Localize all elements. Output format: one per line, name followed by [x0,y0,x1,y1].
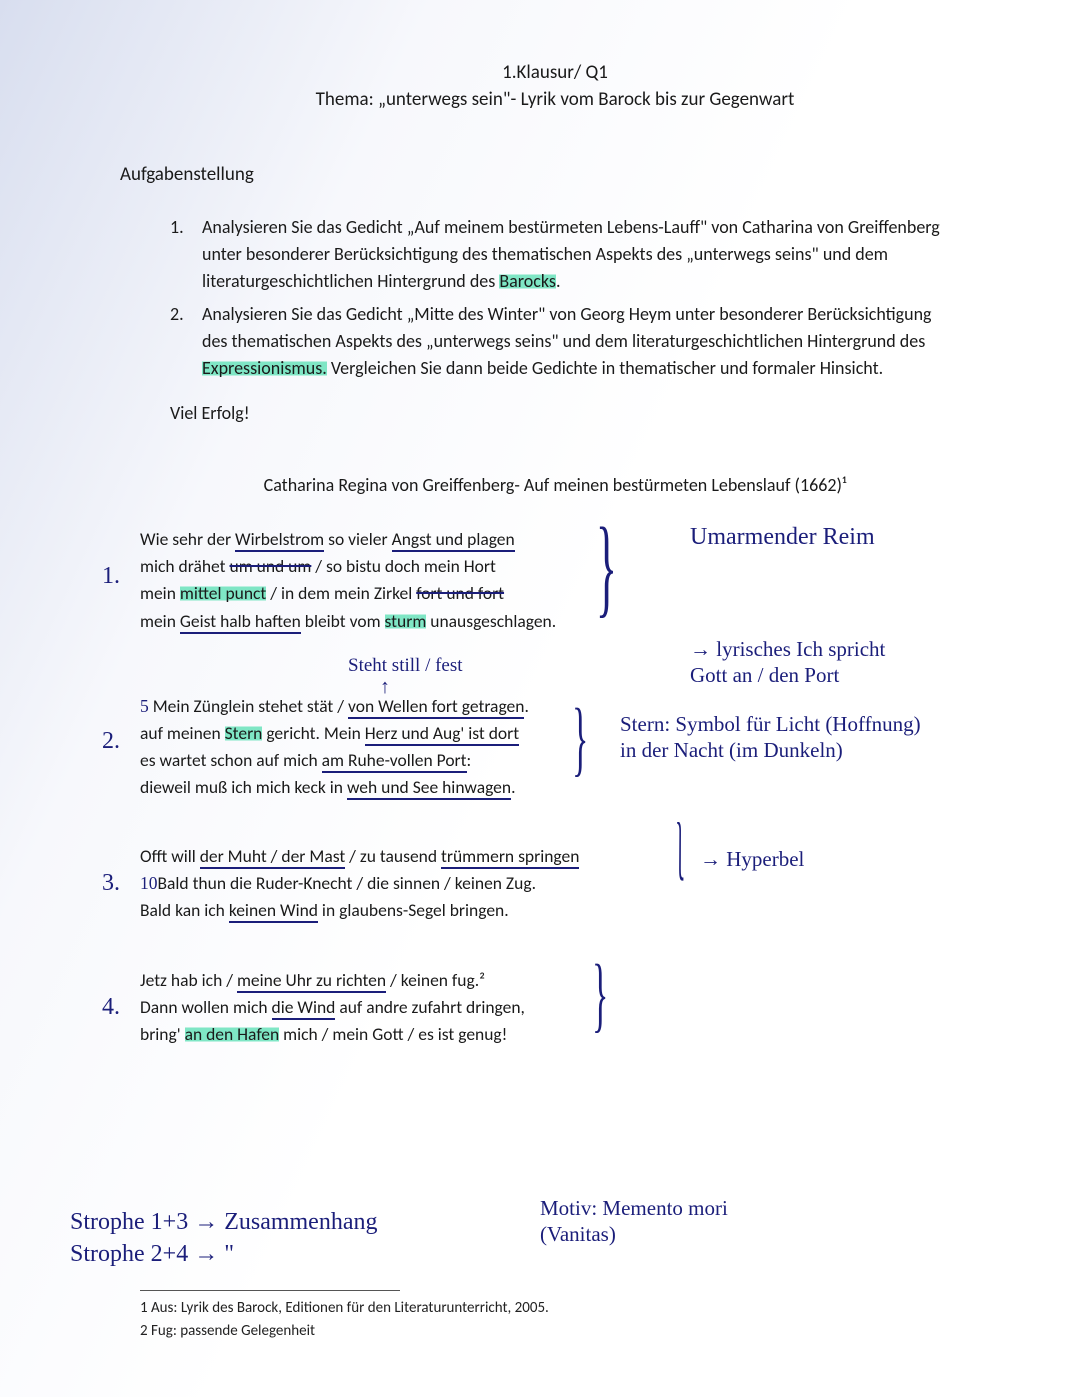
s1-l4: mein Geist halb haften bleibt vom sturm … [140,608,660,635]
task-1-text: Analysieren Sie das Gedicht „Auf meinem … [202,214,950,295]
stanza-2: 2. 5 Mein Zünglein stehet stät / von Wel… [140,693,660,802]
footnote-2: 2 Fug: passende Gelegenheit [140,1320,960,1343]
arrow-up-icon: ↑ [380,676,390,699]
note-stern-symbol: Stern: Symbol für Licht (Hoffnung) in de… [620,711,921,764]
highlight-barocks: Barocks [499,270,556,292]
task-2-text: Analysieren Sie das Gedicht „Mitte des W… [202,301,950,382]
s2-l1: 5 Mein Zünglein stehet stät / von Wellen… [140,693,660,720]
note-strophe-1-3: Strophe 1+3 → Zusammenhang [70,1207,378,1237]
tasks-heading: Aufgabenstellung [120,163,990,186]
highlight-expressionismus: Expressionismus. [202,357,327,379]
header-line-1: 1.Klausur/ Q1 [120,60,990,87]
s3-l3: Bald kan ich keinen Wind in glaubens-Seg… [140,897,660,924]
s4-l1: Jetz hab ich / meine Uhr zu richten / ke… [140,967,660,994]
s2-l3: es wartet schon auf mich am Ruhe-vollen … [140,747,660,774]
stanza-3: 3. Offt will der Muht / der Mast / zu ta… [140,843,660,924]
bracket-s3: ⎱ [668,831,692,879]
s4-l2: Dann wollen mich die Wind auf andre zufa… [140,994,660,1021]
s3-l2: 10Bald thun die Ruder-Knecht / die sinne… [140,870,660,897]
note-hyperbel: → Hyperbel [700,846,804,872]
poem-area: 1. Wie sehr der Wirbelstrom so vieler An… [120,526,990,1048]
exam-header: 1.Klausur/ Q1 Thema: „unterwegs sein"- L… [120,60,990,113]
task-2-num: 2. [170,301,190,382]
note-motiv-memento: Motiv: Memento mori (Vanitas) [540,1195,728,1248]
s3-l1: Offt will der Muht / der Mast / zu tause… [140,843,660,870]
s1-l3: mein mittel punct / in dem mein Zirkel f… [140,580,660,607]
s2-l2: auf meinen Stern gericht. Mein Herz und … [140,720,660,747]
stanza-1-label: 1. [102,558,120,595]
stanza-3-label: 3. [102,865,120,902]
note-steht-still: Steht still / fest [348,654,463,678]
stanza-2-label: 2. [102,723,120,760]
s1-l1: Wie sehr der Wirbelstrom so vieler Angst… [140,526,660,553]
stanza-4-label: 4. [102,989,120,1026]
task-1: 1. Analysieren Sie das Gedicht „Auf mein… [170,214,950,295]
note-lyrisches-ich: → lyrisches Ich spricht Gott an / den Po… [690,636,885,689]
stanza-1: 1. Wie sehr der Wirbelstrom so vieler An… [140,526,660,635]
s2-l4: dieweil muß ich mich keck in weh und See… [140,774,660,801]
poem-title: Catharina Regina von Greiffenberg- Auf m… [120,474,990,496]
s4-l3: bring' an den Hafen mich / mein Gott / e… [140,1021,660,1048]
note-umarmender-reim: Umarmender Reim [690,522,875,552]
good-luck: Viel Erfolg! [120,402,990,424]
footnote-1: 1 Aus: Lyrik des Barock, Editionen für d… [140,1297,960,1320]
task-2: 2. Analysieren Sie das Gedicht „Mitte de… [170,301,950,382]
note-strophe-2-4: Strophe 2+4 → " [70,1239,234,1269]
tasks-block: 1. Analysieren Sie das Gedicht „Auf mein… [120,214,990,382]
exam-page: 1.Klausur/ Q1 Thema: „unterwegs sein"- L… [0,0,1080,1397]
footnote-rule [140,1290,400,1291]
header-line-2: Thema: „unterwegs sein"- Lyrik vom Baroc… [120,87,990,114]
stanza-4: 4. Jetz hab ich / meine Uhr zu richten /… [140,967,660,1048]
footnotes: 1 Aus: Lyrik des Barock, Editionen für d… [140,1290,960,1342]
s1-l2: mich drähet um und um / so bistu doch me… [140,553,660,580]
task-1-num: 1. [170,214,190,295]
